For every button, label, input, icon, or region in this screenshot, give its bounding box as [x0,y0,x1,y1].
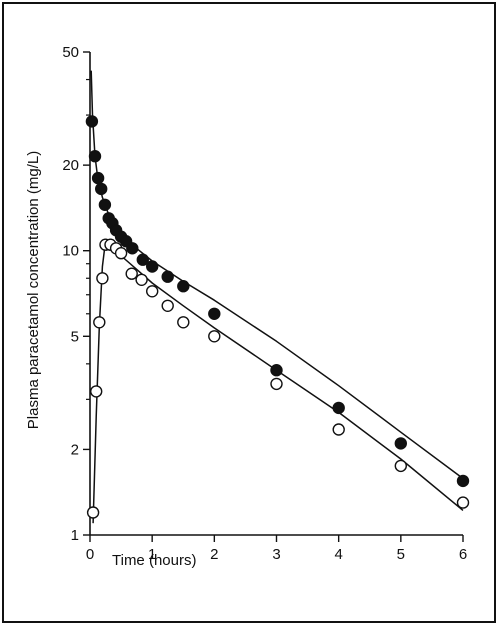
y-tick-label: 10 [62,243,79,260]
fit-curves [90,70,464,524]
y-tick-label: 1 [71,527,79,544]
data-point-filled [270,364,283,377]
data-point-filled [136,253,150,266]
data-point-filled [88,149,102,163]
x-tick-label: 5 [397,546,405,563]
data-point-open [208,330,221,343]
data-point-filled [456,474,470,488]
figure-frame [2,2,496,623]
fit-line-filled-series [90,70,464,480]
data-point-open [96,272,109,285]
y-tick-label: 50 [62,44,79,61]
y-tick-label: 2 [71,441,79,458]
data-point-open [161,299,174,312]
y-tick-label: 5 [71,328,79,345]
data-point-filled [177,280,190,293]
data-point-open [125,267,138,280]
data-point-open [114,246,128,260]
data-point-filled [394,437,407,450]
data-point-open [332,423,345,436]
data-points [85,115,470,519]
data-point-filled [126,242,139,255]
data-point-open [456,496,470,509]
data-point-filled [145,260,159,273]
data-point-open [93,316,106,329]
x-tick-label: 2 [210,546,218,563]
fit-line-open-series [92,240,464,524]
data-point-open [145,285,159,298]
x-tick-label: 6 [459,546,467,563]
data-point-open [270,377,283,391]
x-tick-label: 1 [148,546,156,563]
y-axis-label: Plasma paracetamol concentration (mg/L) [25,151,42,429]
data-point-filled [85,115,99,128]
data-point-filled [208,307,221,320]
data-point-open [89,385,103,398]
data-point-open [394,459,407,473]
x-tick-label: 4 [334,546,342,563]
data-point-filled [161,270,174,283]
data-point-open [135,273,148,286]
x-tick-label: 0 [86,546,94,563]
data-point-open [177,316,190,329]
x-axis-label: Time (hours) [112,552,196,569]
data-point-filled [332,401,345,415]
x-tick-label: 3 [272,546,280,563]
data-point-filled [91,171,105,185]
data-point-open [86,506,100,519]
y-tick-label: 20 [62,157,79,174]
data-point-filled [98,198,112,212]
data-point-filled [94,182,108,196]
